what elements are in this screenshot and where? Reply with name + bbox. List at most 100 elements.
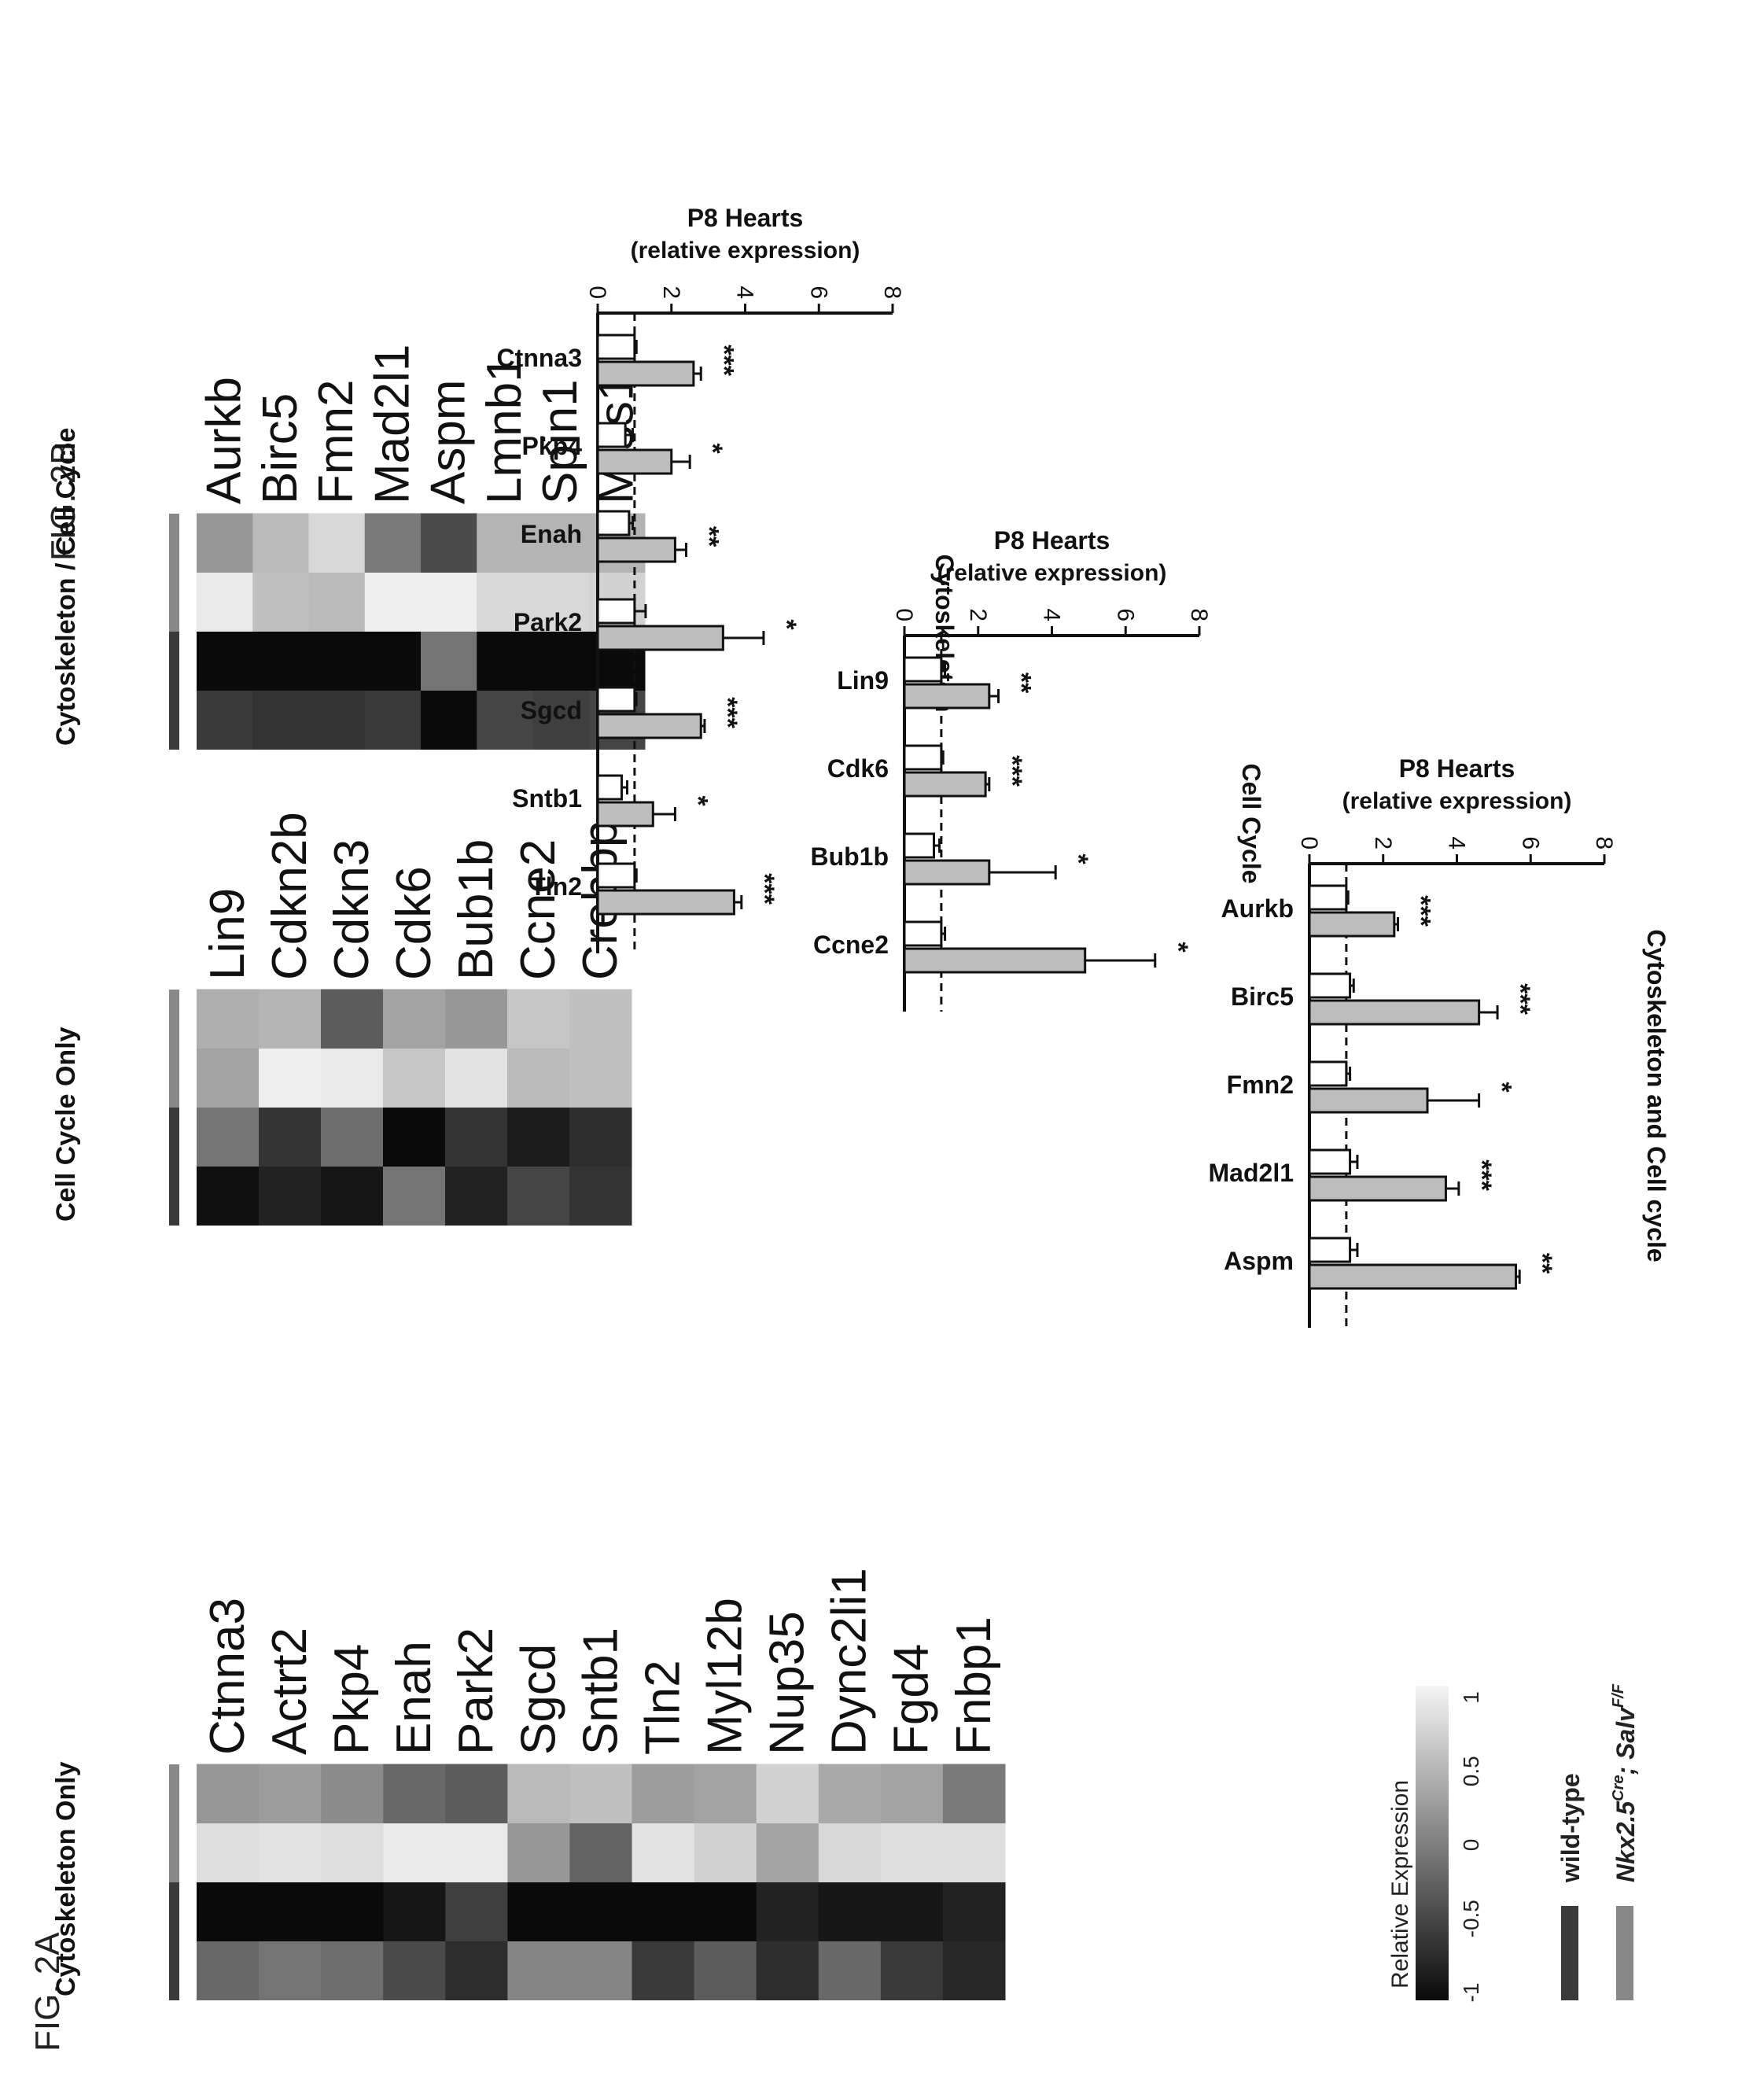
category-label-sgcd: Sgcd: [521, 696, 582, 724]
color-scale-bar: [1416, 1686, 1449, 2000]
bar-ctnna3-s0: [596, 334, 636, 360]
y-tick-label: 8: [1591, 836, 1617, 850]
heatmap-cell-aurkb-col0: [197, 690, 253, 750]
heatmap-cell-sgcd-col0: [507, 1941, 570, 2000]
heatmap-cell-ccne2-col1: [507, 1107, 570, 1167]
heatmap-cell-aspm-col3: [421, 513, 477, 573]
gene-label-mad2l1: Mad2l1: [365, 345, 419, 504]
heatmap-cell-myl12b-col2: [694, 1823, 757, 1882]
heatmap-cell-lin9-col1: [197, 1107, 260, 1167]
heatmap-cell-birc5-col2: [252, 572, 309, 632]
heatmap-cell-spin1-col0: [532, 690, 590, 750]
category-label-aspm: Aspm: [1224, 1247, 1294, 1275]
heatmap-cell-sntb1-col3: [569, 1764, 633, 1823]
figure-b-label: FIG. 2B: [44, 441, 83, 561]
significance-aspm: **: [1527, 1253, 1557, 1274]
heatmap-cell-enah-col0: [383, 1941, 446, 2000]
gene-label-spin1: Spin1: [533, 379, 587, 504]
category-label-park2: Park2: [514, 608, 582, 636]
heatmap-cell-crebbp-col0: [569, 1166, 632, 1226]
heatmap-cell-enah-col3: [383, 1764, 446, 1823]
y-tick-label: 8: [879, 286, 905, 299]
heatmap-cytoskeleton-cell-cycle: Cytoskeleton / Cell Cycle Aurkb Birc5 Fmn2 M…: [51, 345, 646, 750]
heatmap-cell-park2-col2: [445, 1823, 508, 1882]
bar-chart-cell-cycle: 0 2 4 6 8 P8 Hearts (relative expression) Cell …: [810, 526, 1265, 1012]
heatmap-cell-actrt2-col3: [259, 1764, 322, 1823]
category-label-lin9: Lin9: [837, 666, 889, 695]
group-indicator-1: [169, 1882, 179, 1941]
heatmap-cell-spin1-col2: [532, 572, 590, 632]
y-tick-label: 0: [584, 286, 610, 299]
group-indicator-2: [169, 573, 179, 632]
chart-title: Cytoskeleton and Cell cycle: [1642, 929, 1670, 1262]
heatmap-cell-ctnna3-col3: [197, 1764, 260, 1823]
bar-pkp4-s0: [596, 422, 627, 448]
category-label-birc5: Birc5: [1231, 982, 1294, 1011]
heatmap-cell-cdkn3-col1: [321, 1107, 384, 1167]
bar-mad2l1-s0: [1308, 1148, 1352, 1175]
mutant-swatch: [1616, 1906, 1633, 2000]
color-scale-title: Relative Expression: [1387, 1780, 1413, 1989]
heatmap-cell-tln2-col1: [632, 1882, 695, 1941]
heatmap-cell-fnbp1-col2: [942, 1823, 1006, 1882]
heatmap-cell-crebbp-col3: [569, 989, 632, 1049]
significance-birc5: ***: [1505, 983, 1535, 1015]
y-axis-label-line1: P8 Hearts: [1399, 754, 1515, 783]
group-indicator-0: [169, 1941, 179, 2000]
heatmap-cell-cycle-only: Cell Cycle Only Lin9 Cdkn2b Cdkn3 Cdk6 Bub1b C…: [51, 812, 632, 1226]
group-indicator-2: [169, 1049, 179, 1108]
gene-label-myl12b: Myl12b: [698, 1598, 752, 1755]
heatmap-cell-tln2-col0: [632, 1941, 695, 2000]
heatmap-cell-fgd4-col3: [880, 1764, 944, 1823]
heatmap-cell-nup35-col2: [756, 1823, 819, 1882]
heatmap-cell-tln2-col2: [632, 1823, 695, 1882]
heatmap-cell-fmn2-col3: [308, 513, 366, 573]
heatmap-title: Cytoskeleton / Cell Cycle: [51, 428, 81, 746]
heatmap-cell-cdk6-col1: [383, 1107, 446, 1167]
heatmap-cell-park2-col0: [445, 1941, 508, 2000]
gene-label-birc5: Birc5: [253, 393, 308, 504]
category-label-enah: Enah: [521, 520, 582, 548]
color-scale-tick: -1: [1459, 1983, 1483, 2003]
mutant-label: Nkx2.5Cre; SalvF/F: [1610, 1683, 1640, 1882]
y-tick-label: 4: [1039, 608, 1065, 621]
significance-park2: *: [772, 619, 801, 630]
heatmap-cell-lmnb1-col2: [477, 572, 533, 632]
heatmap-cell-sntb1-col2: [569, 1823, 633, 1882]
gene-label-cdkn3: Cdkn3: [325, 839, 379, 980]
heatmap-cell-ctnna3-col2: [197, 1823, 260, 1882]
significance-sgcd: ***: [713, 697, 742, 728]
y-tick-label: 0: [891, 608, 917, 621]
category-label-fmn2: Fmn2: [1227, 1071, 1294, 1099]
heatmap-cell-fgd4-col2: [880, 1823, 944, 1882]
heatmap-cell-cdkn3-col2: [321, 1048, 384, 1108]
group-indicator-3: [169, 514, 179, 573]
significance-enah: **: [694, 526, 724, 547]
heatmap-title: Cytoskeleton Only: [51, 1761, 81, 1996]
heatmap-cell-lmnb1-col3: [477, 513, 533, 573]
y-axis-label-line2: (relative expression): [1342, 788, 1572, 814]
bar-chart-frame: 0 2 4 6 8 P8 Hearts (relative expression) Cytos…: [1209, 754, 1670, 1328]
bar-fmn2-s0: [1308, 1060, 1348, 1087]
heatmap-cell-fnbp1-col3: [942, 1764, 1006, 1823]
heatmap-cell-tln2-col3: [632, 1764, 695, 1823]
heatmap-cell-cdkn3-col3: [321, 989, 384, 1049]
category-label-ccne2: Ccne2: [813, 931, 889, 959]
chart-title: Cell Cycle: [1237, 764, 1265, 884]
y-tick-label: 6: [1112, 608, 1138, 621]
heatmap-cell-aspm-col2: [421, 572, 477, 632]
gene-label-nup35: Nup35: [760, 1611, 815, 1755]
gene-label-cdkn2b: Cdkn2b: [263, 812, 317, 980]
significance-mad2l1: ***: [1467, 1159, 1497, 1191]
gene-label-enah: Enah: [387, 1641, 441, 1755]
heatmap-cell-cdkn2b-col3: [259, 989, 322, 1049]
heatmap-cell-fnbp1-col0: [942, 1941, 1006, 2000]
bar-bub1b-s0: [903, 832, 935, 859]
y-axis-label-line1: P8 Hearts: [994, 526, 1110, 555]
y-tick-label: 6: [1517, 836, 1543, 850]
heatmap-cell-lin9-col2: [197, 1048, 260, 1108]
heatmap-cell-aspm-col1: [421, 631, 477, 691]
heatmap-cell-enah-col1: [383, 1882, 446, 1941]
significance-tln2: ***: [749, 873, 779, 905]
